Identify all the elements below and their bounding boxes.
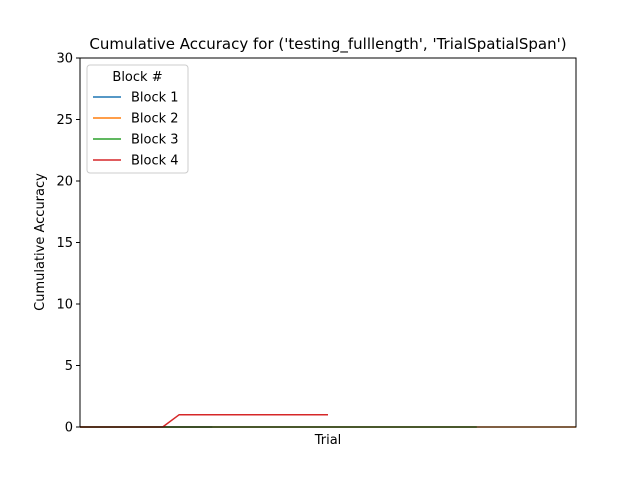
y-tick-label: 30 [56, 52, 73, 67]
y-tick-label: 0 [65, 421, 73, 436]
legend-label-2: Block 2 [131, 112, 179, 127]
x-axis-label: Trial [314, 433, 342, 448]
legend-title: Block # [112, 70, 162, 85]
legend-label-3: Block 3 [131, 133, 179, 148]
chart-title: Cumulative Accuracy for ('testing_fullle… [89, 35, 566, 54]
y-tick-label: 20 [56, 175, 73, 190]
legend: Block # Block 1 Block 2 Block 3 Block 4 [86, 64, 189, 174]
legend-box [86, 64, 189, 174]
y-tick-label: 5 [65, 359, 73, 374]
y-tick-label: 15 [56, 236, 73, 251]
y-axis-label: Cumulative Accuracy [33, 173, 48, 311]
y-tick-label: 25 [56, 113, 73, 128]
legend-label-1: Block 1 [131, 91, 179, 106]
y-axis: 0 5 10 15 20 25 30 [56, 52, 80, 436]
y-tick-label: 10 [56, 298, 73, 313]
legend-label-4: Block 4 [131, 154, 179, 169]
legend-items: Block 1 Block 2 Block 3 Block 4 [93, 91, 179, 169]
